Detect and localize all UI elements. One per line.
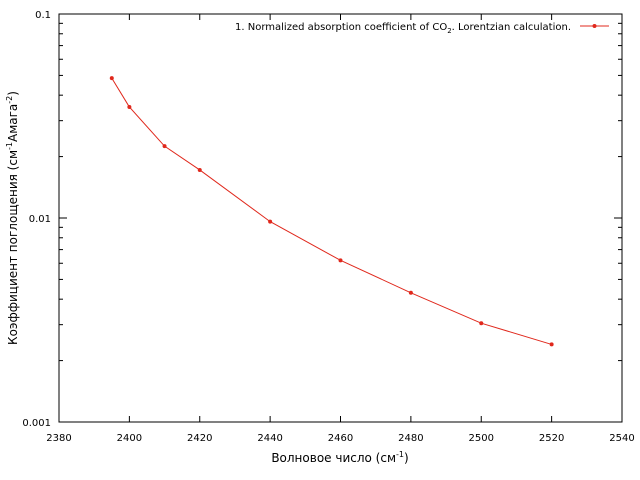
series-layer: [109, 76, 554, 347]
data-point: [408, 290, 413, 295]
series-line: [111, 77, 552, 345]
x-tick-label: 2520: [539, 433, 564, 444]
data-point: [127, 105, 132, 110]
y-axis-label-end: ): [6, 91, 20, 96]
legend: 1. Normalized absorption coefficient of …: [235, 22, 609, 35]
legend-marker-sample: [592, 24, 597, 28]
y-tick-label: 0.1: [35, 10, 51, 21]
x-axis-label-superscript: -1: [396, 450, 404, 459]
x-tick-label: 2500: [469, 433, 494, 444]
x-tick-label: 2400: [117, 433, 142, 444]
y-axis-label: Коэффициент поглощения (см-1Амага-2): [5, 91, 20, 345]
x-tick-label: 2480: [398, 433, 423, 444]
y-axis-label-superscript-1: -1: [5, 142, 14, 150]
legend-label: 1. Normalized absorption coefficient of …: [235, 22, 571, 35]
y-axis-label-superscript-2: -2: [5, 96, 14, 104]
plot-frame: [58, 13, 623, 423]
data-point: [162, 144, 167, 149]
legend-label-subscript: 2: [447, 27, 451, 35]
y-axis: 0.001 0.01 0.1: [22, 10, 622, 429]
x-tick-label: 2420: [187, 433, 212, 444]
y-axis-label-main: Коэффициент поглощения (см: [6, 150, 20, 345]
data-point: [197, 167, 202, 172]
x-tick-label: 2540: [609, 433, 634, 444]
y-tick-label: 0.001: [22, 418, 51, 429]
y-tick-label: 0.01: [29, 214, 51, 225]
x-tick-label: 2440: [257, 433, 282, 444]
x-axis: 2380 2400 2420 2440 2460 2480 2500 2520 2540: [46, 14, 635, 444]
legend-label-main: 1. Normalized absorption coefficient of …: [235, 22, 447, 33]
data-point: [479, 321, 484, 326]
y-axis-label-unit: Амага: [6, 104, 20, 142]
data-point: [549, 342, 554, 347]
data-point: [268, 219, 273, 224]
data-point: [338, 258, 343, 263]
x-axis-label-main: Волновое число (см: [271, 451, 396, 465]
x-tick-label: 2460: [328, 433, 353, 444]
data-point: [109, 76, 114, 81]
x-tick-label: 2380: [46, 433, 71, 444]
x-axis-label-end: ): [404, 451, 409, 465]
legend-label-end: . Lorentzian calculation.: [452, 22, 571, 33]
x-axis-label: Волновое число (см-1): [271, 450, 408, 465]
